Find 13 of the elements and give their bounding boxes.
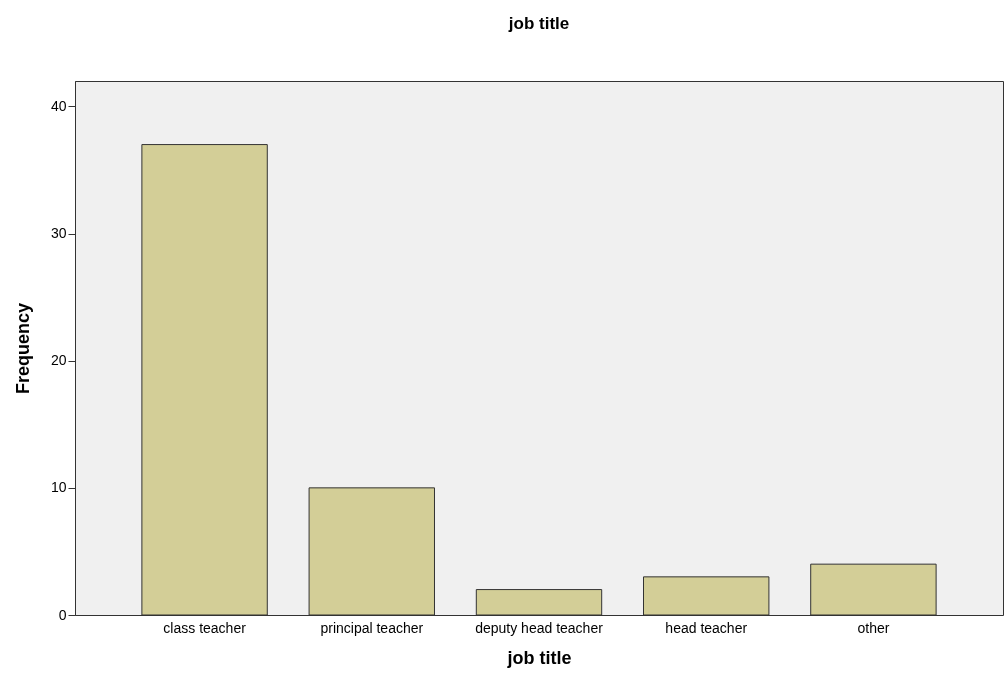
x-tick-label: deputy head teacher	[475, 619, 604, 636]
x-tick-label: class teacher	[163, 619, 247, 636]
x-tick-label: principal teacher	[320, 619, 424, 636]
y-tick-label: 0	[58, 606, 67, 623]
y-tick-label: 30	[50, 225, 67, 242]
chart-title: job title	[507, 14, 570, 33]
y-axis-title: Frequency	[12, 302, 33, 395]
x-tick-label: other	[857, 619, 890, 636]
y-tick-label: 20	[50, 352, 67, 369]
x-tick-label: head teacher	[665, 619, 748, 636]
y-tick-label: 10	[50, 479, 67, 496]
x-axis-title: job title	[506, 647, 572, 668]
y-tick-label: 40	[50, 97, 67, 114]
